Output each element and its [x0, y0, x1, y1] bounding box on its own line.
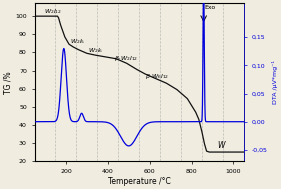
Text: $W$: $W$: [217, 139, 226, 150]
Text: $W_2I_{12}$: $W_2I_{12}$: [44, 7, 62, 16]
X-axis label: Temperature /°C: Temperature /°C: [108, 177, 171, 186]
Text: $\beta$-$W_6I_{12}$: $\beta$-$W_6I_{12}$: [146, 72, 170, 81]
Y-axis label: TG /%: TG /%: [3, 71, 12, 94]
Y-axis label: DTA /μV*mg⁻¹: DTA /μV*mg⁻¹: [271, 60, 278, 104]
Text: $\beta$-$W_2I_{12}$: $\beta$-$W_2I_{12}$: [114, 54, 138, 63]
Text: $W_2I_5$: $W_2I_5$: [70, 37, 85, 46]
Text: Exo: Exo: [205, 5, 216, 10]
Text: $W_2I_6$: $W_2I_6$: [88, 46, 103, 55]
